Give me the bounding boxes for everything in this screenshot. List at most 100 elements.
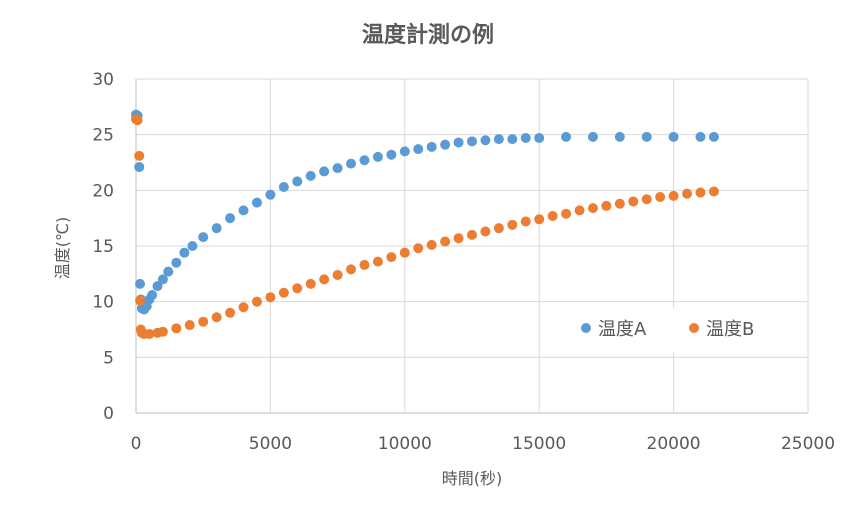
data-point [708,186,719,197]
data-point [493,134,504,145]
data-point [587,131,598,142]
data-point [614,131,625,142]
data-point [440,236,451,247]
y-tick-label: 15 [92,237,114,257]
gridlines [135,78,809,414]
data-point [251,296,262,307]
data-point [399,146,410,157]
data-point [171,323,182,334]
data-point [198,316,209,327]
data-point [171,257,182,268]
data-point [278,181,289,192]
data-point [614,198,625,209]
data-point [144,328,155,339]
data-point [134,161,145,172]
data-point [225,213,236,224]
data-point [426,141,437,152]
data-point [386,252,397,263]
data-point [641,194,652,205]
data-point [372,151,383,162]
data-point [386,149,397,160]
data-point [332,163,343,174]
data-point [152,281,163,292]
legend: 温度A 温度B [566,308,784,352]
data-point [668,190,679,201]
data-point [135,295,146,306]
data-point [534,214,545,225]
legend-label: 温度A [598,319,647,340]
data-point [493,223,504,234]
data-point [163,266,174,277]
data-point [453,137,464,148]
data-point [238,205,249,216]
data-point [467,136,477,147]
data-point [480,226,491,237]
y-tick-labels: 0 5 10 15 20 25 30 [92,70,114,424]
data-point [628,196,639,207]
data-point [346,264,357,275]
data-point [157,326,168,337]
data-point [225,307,236,318]
legend-marker [581,323,591,333]
data-point [561,131,572,142]
data-point [641,131,652,142]
data-point [655,192,666,203]
y-tick-label: 20 [92,181,114,201]
x-tick-labels: 0 5000 10000 15000 20000 25000 [131,434,835,454]
x-axis-label: 時間(秒) [442,469,503,488]
data-point [319,166,330,177]
y-tick-label: 0 [103,404,114,424]
y-axis-label: 温度(℃) [53,217,72,279]
data-point [534,133,545,144]
data-point [292,283,303,294]
data-point [305,278,316,289]
data-point [265,292,276,303]
legend-label: 温度B [706,319,754,340]
y-tick-label: 30 [92,70,114,90]
data-point [292,176,303,187]
data-point [399,247,410,258]
data-point [601,200,612,211]
data-points [131,109,719,339]
x-tick-label: 10000 [378,434,432,454]
data-point [198,232,209,243]
data-point [147,289,158,300]
data-point [211,223,222,234]
y-tick-label: 10 [92,293,114,313]
data-point [251,197,262,208]
data-point [507,134,518,145]
data-point [480,135,491,146]
data-point [547,210,558,221]
y-tick-label: 25 [92,126,114,146]
data-point [187,241,198,251]
data-point [507,219,518,230]
data-point [265,189,276,200]
data-point [359,259,370,270]
data-point [184,320,195,331]
data-point [587,203,598,214]
data-point [426,239,437,250]
series-1-points [131,109,719,315]
x-tick-label: 5000 [249,434,292,454]
data-point [132,115,143,126]
x-tick-label: 15000 [512,434,566,454]
data-point [359,155,370,166]
data-point [157,274,168,285]
data-point [134,150,145,161]
x-tick-label: 25000 [781,434,835,454]
data-point [413,144,424,155]
data-point [440,139,451,150]
data-point [278,287,289,298]
data-point [561,208,572,219]
data-point [708,131,719,142]
series-2-points [131,114,719,339]
data-point [682,188,693,199]
x-tick-label: 20000 [647,434,701,454]
x-tick-label: 0 [131,434,142,454]
data-point [695,187,706,198]
data-point [668,131,679,142]
data-point [372,256,383,267]
data-point [179,247,190,258]
